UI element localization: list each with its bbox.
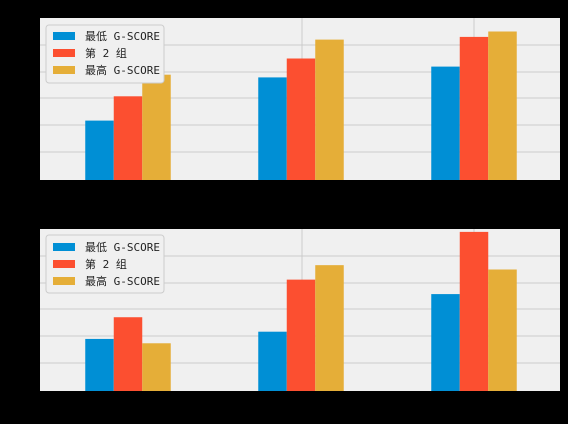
bar-p2-s0-c1 xyxy=(258,331,287,391)
legend-swatch-2-2 xyxy=(53,277,75,285)
legend-1: 最低 G-SCORE 第 2 组 最高 G-SCORE xyxy=(45,24,165,84)
legend-swatch-2-1 xyxy=(53,260,75,268)
legend-label-1-2: 最高 G-SCORE xyxy=(85,63,160,77)
bar-p1-s0-c0 xyxy=(85,120,114,180)
legend-label-2-2: 最高 G-SCORE xyxy=(85,274,160,288)
bar-p2-s0-c2 xyxy=(431,294,460,391)
bar-p1-s1-c2 xyxy=(459,36,489,181)
bar-p1-s1-c1 xyxy=(286,58,316,180)
legend-label-2-0: 最低 G-SCORE xyxy=(85,241,160,254)
chart-panel-2: 最低 G-SCORE 第 2 组 最高 G-SCORE xyxy=(40,229,560,392)
legend-2: 最低 G-SCORE 第 2 组 最高 G-SCORE xyxy=(45,234,165,294)
bar-p1-s1-c0 xyxy=(113,96,143,180)
bar-p2-s0-c0 xyxy=(85,338,114,391)
legend-box-1 xyxy=(45,24,165,84)
legend-label-1-0: 最低 G-SCORE xyxy=(85,30,160,43)
legend-swatch-1-2 xyxy=(53,66,75,74)
legend-swatch-1-1 xyxy=(53,49,75,57)
bar-p2-s2-c2 xyxy=(488,269,517,391)
legend-box-2 xyxy=(45,234,165,294)
bar-p1-s2-c0 xyxy=(142,74,171,180)
chart-panel-1: 最低 G-SCORE 第 2 组 最高 G-SCORE xyxy=(40,18,560,181)
bars-2 xyxy=(85,231,517,392)
legend-label-1-1: 第 2 组 xyxy=(85,46,127,60)
legend-label-2-1: 第 2 组 xyxy=(85,257,127,271)
bar-p2-s1-c2 xyxy=(459,231,489,391)
bar-p1-s2-c1 xyxy=(315,39,344,180)
legend-swatch-1-0 xyxy=(53,32,75,40)
legend-swatch-2-0 xyxy=(53,243,75,251)
bars-1 xyxy=(85,31,517,181)
bar-p1-s2-c2 xyxy=(488,31,517,180)
bar-p1-s0-c1 xyxy=(258,77,287,180)
bar-p1-s0-c2 xyxy=(431,66,460,180)
bar-p2-s2-c0 xyxy=(142,343,171,391)
bar-p2-s2-c1 xyxy=(315,265,344,391)
bar-p2-s1-c0 xyxy=(113,317,143,391)
bar-p2-s1-c1 xyxy=(286,279,316,392)
